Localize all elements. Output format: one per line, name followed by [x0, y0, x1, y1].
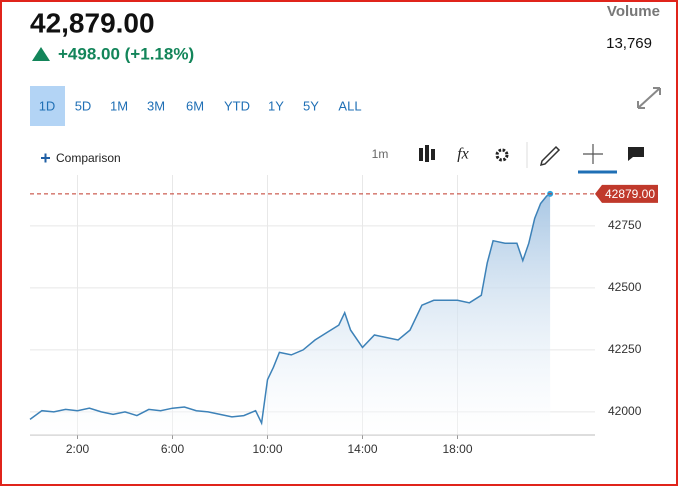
up-arrow [32, 47, 50, 61]
y-tick-label: 42500 [608, 280, 642, 294]
tab[interactable]: 1M [110, 98, 128, 113]
plus-icon [41, 153, 50, 163]
reference-label: 42879.00 [605, 187, 655, 201]
volume-label: Volume [607, 3, 660, 20]
tab[interactable]: 5D [75, 98, 92, 113]
interval[interactable]: 1m [372, 147, 389, 161]
tab[interactable]: YTD [224, 98, 250, 113]
tab-bar: 1D 5D 1M 3M 6M YTD 1Y 5Y ALL [30, 86, 362, 126]
line [29, 193, 551, 426]
expand-icon[interactable] [637, 87, 661, 109]
settings-icon[interactable] [495, 148, 509, 162]
tab-selected [30, 86, 65, 126]
x-tick-label: 18:00 [442, 442, 472, 456]
crosshair-icon[interactable] [583, 144, 603, 164]
comparison-button[interactable]: Comparison [56, 151, 121, 165]
x-tick-label: 6:00 [161, 442, 185, 456]
price-change: +498.00 (+1.18%) [58, 44, 194, 63]
volume: 13,769 [606, 35, 652, 52]
tab[interactable]: 6M [186, 98, 204, 113]
tab[interactable]: 1D [39, 98, 56, 113]
x-tick-label: 14:00 [347, 442, 377, 456]
y-tick-label: 42250 [608, 342, 642, 356]
function-icon[interactable]: fx [457, 146, 469, 163]
area [30, 193, 551, 435]
draw-icon[interactable] [539, 145, 561, 167]
reference-tag [595, 184, 658, 203]
price: 42,879.00 [30, 7, 155, 38]
y-tick-label: 42750 [608, 218, 642, 232]
tab[interactable]: 3M [147, 98, 165, 113]
tab[interactable]: 1Y [268, 98, 284, 113]
plot: 42000 42250 42500 42750 2:00 6:00 10:00 14:00 18… [29, 175, 658, 456]
y-tick-label: 42000 [608, 404, 642, 418]
tab[interactable]: 5Y [303, 98, 319, 113]
candles-icon[interactable] [419, 145, 435, 162]
notes-icon[interactable] [628, 147, 644, 161]
x-tick-label: 2:00 [66, 442, 90, 456]
x-tick-label: 10:00 [252, 442, 282, 456]
tab[interactable]: ALL [338, 98, 361, 113]
